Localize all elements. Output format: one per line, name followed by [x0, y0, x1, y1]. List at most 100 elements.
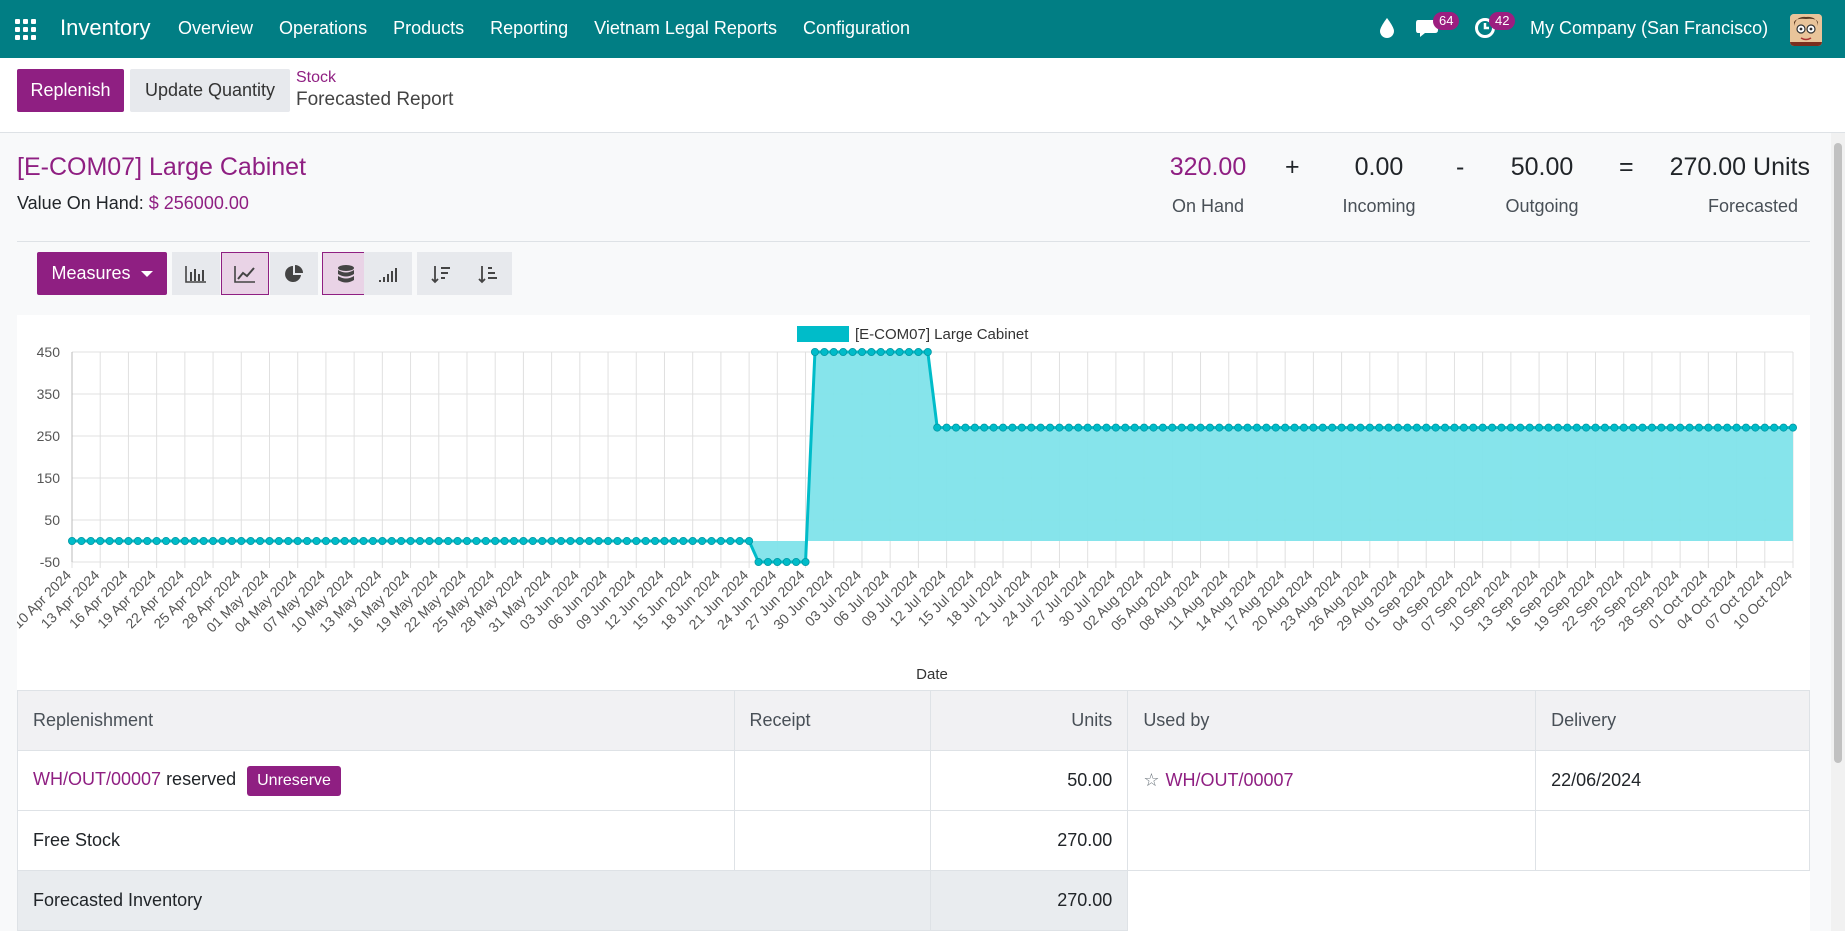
menu-overview[interactable]: Overview: [178, 18, 254, 38]
col-delivery: Delivery: [1535, 690, 1810, 751]
value-on-hand-amount: $ 256000.00: [148, 193, 249, 213]
data-point: [1121, 423, 1130, 432]
data-point: [1741, 423, 1750, 432]
data-point: [1187, 423, 1196, 432]
data-point: [660, 536, 669, 545]
data-point: [1130, 423, 1139, 432]
data-point: [839, 348, 848, 357]
user-avatar[interactable]: [1790, 14, 1822, 46]
forecasted-label: Forecasted: [1707, 196, 1798, 216]
sort-ascending-button[interactable]: [464, 252, 512, 295]
data-point: [1365, 423, 1374, 432]
data-point: [510, 536, 519, 545]
delivery-cell: 22/06/2024: [1535, 750, 1810, 811]
data-point: [199, 536, 208, 545]
data-point: [1779, 423, 1788, 432]
line-chart-button[interactable]: [221, 252, 269, 295]
data-point: [453, 536, 462, 545]
main-menu: Overview Operations Products Reporting V…: [178, 18, 936, 39]
delivery-cell: [1535, 810, 1810, 871]
data-point: [1337, 423, 1346, 432]
data-point: [340, 536, 349, 545]
stacked-button[interactable]: [322, 252, 370, 295]
messages-icon[interactable]: [1415, 17, 1441, 44]
data-point: [1478, 423, 1487, 432]
receipt-cell: [733, 810, 932, 871]
data-point: [1638, 423, 1647, 432]
vertical-scrollbar[interactable]: [1831, 133, 1845, 931]
menu-operations[interactable]: Operations: [279, 18, 368, 38]
y-tick-label: -50: [40, 554, 60, 570]
data-point: [1666, 423, 1675, 432]
data-point: [1469, 423, 1478, 432]
update-quantity-button[interactable]: Update Quantity: [130, 69, 290, 112]
data-point: [886, 348, 895, 357]
app-brand[interactable]: Inventory: [60, 15, 151, 40]
data-point: [1356, 423, 1365, 432]
y-tick-label: 350: [37, 386, 61, 402]
bar-chart-button[interactable]: [172, 252, 220, 295]
data-point: [378, 536, 387, 545]
replenishment-cell: WH/OUT/00007 reserved Unreserve: [17, 750, 735, 811]
data-point: [124, 536, 133, 545]
replenishment-link[interactable]: WH/OUT/00007: [33, 768, 162, 789]
unreserve-button[interactable]: Unreserve: [247, 765, 341, 796]
replenish-button[interactable]: Replenish: [17, 69, 124, 112]
data-point: [1055, 423, 1064, 432]
data-point: [1328, 423, 1337, 432]
data-point: [528, 536, 537, 545]
data-point: [96, 536, 105, 545]
cumulative-button[interactable]: [364, 252, 412, 295]
data-point: [1158, 423, 1167, 432]
data-point: [86, 536, 95, 545]
data-point: [1205, 423, 1214, 432]
data-point: [651, 536, 660, 545]
pie-chart-icon: [285, 264, 303, 282]
menu-vietnam-legal-reports[interactable]: Vietnam Legal Reports: [594, 18, 777, 38]
incoming-value: 0.00: [1354, 153, 1404, 181]
forecasted-value: 270.00 Units: [1669, 153, 1810, 181]
breadcrumb-stock[interactable]: Stock: [296, 69, 337, 86]
menu-configuration[interactable]: Configuration: [802, 18, 911, 38]
used-by-link[interactable]: WH/OUT/00007: [1165, 770, 1294, 790]
on-hand-label: On Hand: [1171, 196, 1245, 216]
caret-down-icon: [140, 270, 153, 277]
data-point: [1450, 423, 1459, 432]
used-by-cell: ☆ WH/OUT/00007: [1127, 750, 1537, 811]
company-switcher[interactable]: My Company (San Francisco): [1530, 18, 1769, 38]
data-point: [754, 557, 763, 566]
data-point: [274, 536, 283, 545]
data-point: [585, 536, 594, 545]
data-point: [331, 536, 340, 545]
measures-dropdown[interactable]: Measures: [37, 252, 167, 295]
data-point: [434, 536, 443, 545]
value-on-hand: Value On Hand: $ 256000.00: [17, 193, 249, 214]
menu-reporting[interactable]: Reporting: [490, 18, 569, 38]
star-icon[interactable]: ☆: [1143, 770, 1160, 790]
data-point: [1299, 423, 1308, 432]
value-on-hand-label: Value On Hand:: [17, 193, 144, 213]
incoming-label: Incoming: [1342, 196, 1416, 216]
data-point: [368, 536, 377, 545]
apps-menu-icon[interactable]: [15, 19, 36, 40]
scrollbar-thumb[interactable]: [1834, 143, 1842, 763]
product-title[interactable]: [E-COM07] Large Cabinet: [17, 153, 307, 181]
data-point: [519, 536, 528, 545]
pie-chart-button[interactable]: [270, 252, 318, 295]
data-point: [679, 536, 688, 545]
data-point: [857, 348, 866, 357]
data-point: [180, 536, 189, 545]
table-row: WH/OUT/00007 reserved Unreserve 50.00 ☆ W…: [17, 750, 1810, 811]
outgoing-value: 50.00: [1510, 153, 1574, 181]
sort-descending-button[interactable]: [417, 252, 465, 295]
droplet-icon[interactable]: [1379, 17, 1395, 44]
data-point: [1083, 423, 1092, 432]
data-point: [782, 557, 791, 566]
replenishment-cell: Free Stock: [17, 810, 735, 871]
menu-products[interactable]: Products: [393, 18, 465, 38]
messages-badge: 64: [1433, 12, 1460, 30]
on-hand-value[interactable]: 320.00: [1169, 153, 1247, 181]
sort-descending-icon: [431, 265, 450, 283]
data-point: [1647, 423, 1656, 432]
